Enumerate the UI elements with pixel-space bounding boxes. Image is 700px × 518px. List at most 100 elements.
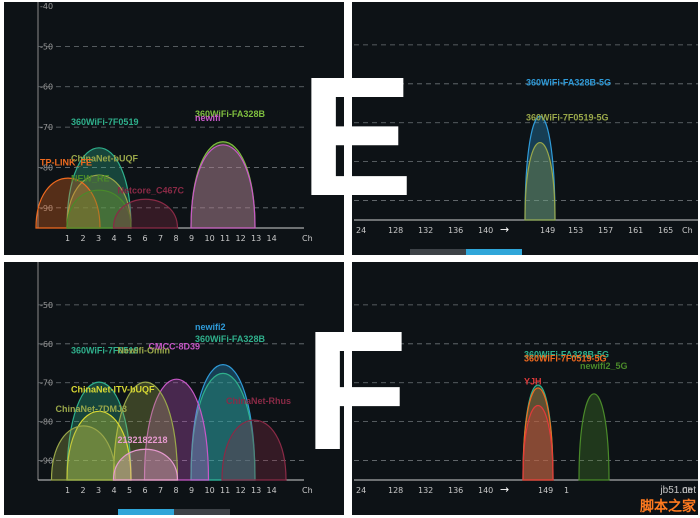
x-tick-label: 13 <box>251 486 261 495</box>
network-signal-arc <box>578 393 610 481</box>
network-signal-arc <box>143 378 210 481</box>
network-label: newifi <box>195 113 221 123</box>
x-tick-label: 3 <box>96 234 101 243</box>
scroll-indicator[interactable] <box>174 509 230 515</box>
x-tick-label: 136 <box>448 486 463 495</box>
x-tick-label: Ch <box>682 226 693 235</box>
y-tick-label: -70 <box>40 379 53 388</box>
network-signal-arc <box>221 419 287 481</box>
x-tick-label: 132 <box>418 226 433 235</box>
wifi-chart-5g-top: 24 128 132 136 140 → 149 153 157 161 165 Ch 360WiFi-… <box>352 2 698 255</box>
x-tick-label: 140 <box>478 486 493 495</box>
network-signal-arc <box>66 147 132 229</box>
network-signal-arc <box>112 448 179 481</box>
y-tick-label: -90 <box>40 457 53 466</box>
scroll-indicator[interactable] <box>410 249 466 255</box>
network-label: 360WiFi-FA328B-5G <box>524 349 609 359</box>
x-tick-label: 140 <box>478 226 493 235</box>
x-tick-label: 12 <box>236 486 246 495</box>
x-tick-label: 128 <box>388 486 403 495</box>
x-tick-label: 11 <box>220 234 230 243</box>
network-label: ChinaNet-7DMJ3 <box>56 404 128 414</box>
x-tick-label: 5 <box>127 234 132 243</box>
y-tick-label: -50 <box>40 301 53 310</box>
network-signal-arc <box>66 174 132 229</box>
x-tick-label: 1 <box>564 486 569 495</box>
network-label: Newifi-Omin <box>118 345 171 355</box>
network-signal-arc <box>524 141 556 221</box>
x-tick-label: 4 <box>112 234 117 243</box>
scroll-indicator-active[interactable] <box>118 509 174 515</box>
network-signal-arc <box>190 373 256 481</box>
network-label: Netcore_C467C <box>118 186 185 196</box>
x-tick-label: 11 <box>220 486 230 495</box>
x-tick-label: Ch <box>302 486 313 495</box>
network-label: 360WiFi-FA328B-5G <box>526 78 611 88</box>
x-tick-label: 9 <box>189 486 194 495</box>
x-tick-label: 2 <box>81 486 86 495</box>
y-tick-label: -50 <box>40 42 53 51</box>
x-tick-label: 136 <box>448 226 463 235</box>
network-label: 360WiFi-FA328B <box>195 109 265 119</box>
x-tick-label: 6 <box>143 486 148 495</box>
x-tick-label: 2 <box>81 234 86 243</box>
scroll-indicator-active[interactable] <box>466 249 522 255</box>
network-signal-arc <box>50 425 117 481</box>
network-label: 360WiFi-7F0519 <box>71 117 138 127</box>
x-tick-label: 7 <box>158 486 163 495</box>
network-label: 2132182218 <box>118 435 168 445</box>
letter-f: F <box>304 296 408 486</box>
x-tick-label: 9 <box>189 234 194 243</box>
x-tick-label: 149 <box>538 486 553 495</box>
x-tick-label: 153 <box>568 226 583 235</box>
network-label: 360WiFi-7F0519 <box>71 345 138 355</box>
network-signal-arc <box>190 144 256 229</box>
x-tick-label: 6 <box>143 234 148 243</box>
network-label: ChinaNet-ITV-bUQF <box>71 384 155 394</box>
network-label: newifi2 <box>195 322 226 332</box>
x-tick-label: 5 <box>127 486 132 495</box>
wifi-chart-5g-bottom: 24 128 132 136 140 → 149 1 Ch 360WiFi-FA328B-5G 36… <box>352 262 698 515</box>
network-label: CMCC-8D39 <box>149 342 201 352</box>
x-tick-label: 1 <box>65 486 70 495</box>
x-tick-label: 8 <box>174 486 179 495</box>
x-tick-label: 4 <box>112 486 117 495</box>
y-tick-label: -60 <box>40 83 53 92</box>
channel-chart-svg: 24 128 132 136 140 → 149 1 Ch 360WiFi-FA328B-5G36… <box>354 304 698 496</box>
y-tick-label: -40 <box>40 2 53 11</box>
network-label: YJH <box>524 377 542 387</box>
x-tick-label: 10 <box>205 234 215 243</box>
x-tick-label: 14 <box>267 234 277 243</box>
x-tick-label: 165 <box>658 226 673 235</box>
channel-chart-svg: -50-60-70-80-901 2 3 4 5 6 7 8 9 10 11 12 13 14 Chnewi… <box>37 262 313 515</box>
x-tick-label: 128 <box>388 226 403 235</box>
x-tick-label: 3 <box>96 486 101 495</box>
x-tick-label: 149 <box>540 226 555 235</box>
watermark-site: jb51.net <box>660 485 696 496</box>
network-label: 360WiFi-FA328B <box>195 334 265 344</box>
network-signal-arc <box>112 198 179 229</box>
x-tick-label: 24 <box>356 486 366 495</box>
x-tick-label: 10 <box>205 486 215 495</box>
x-tick-label: 13 <box>251 234 261 243</box>
x-tick-label: 24 <box>356 226 366 235</box>
network-signal-arc <box>522 404 554 481</box>
x-tick-label: 14 <box>267 486 277 495</box>
network-signal-arc <box>35 177 101 229</box>
y-tick-label: -60 <box>40 340 53 349</box>
watermark: jb51.net 脚本之家 <box>640 485 696 516</box>
x-tick-label: 1 <box>65 234 70 243</box>
network-label: newifi2_5G <box>580 361 628 371</box>
network-label: 360WiFi-7F0519-5G <box>524 353 606 363</box>
watermark-name: 脚本之家 <box>640 499 696 515</box>
channel-chart-svg: -40-50-60-70-80-901 2 3 4 5 6 7 8 9 10 11 12 13 14 Ch3… <box>35 2 313 243</box>
x-tick-label: 132 <box>418 486 433 495</box>
x-tick-label: Ch <box>682 486 693 495</box>
x-tick-label: 8 <box>174 234 179 243</box>
wifi-chart-2g-bottom: -50 -60 -70 -80 -90 1 2 3 4 5 6 7 8 9 10 11 12 13 14 Ch newi… <box>4 262 344 515</box>
channel-chart-svg: 24 128 132 136 140 → 149 153 157 161 165 Ch 360WiFi-… <box>354 44 698 255</box>
x-tick-label: 7 <box>158 234 163 243</box>
network-signal-arc <box>66 410 132 481</box>
network-label: ChinaNet-Rhus <box>226 396 291 406</box>
network-label: TP-LINK_FE <box>40 157 92 167</box>
